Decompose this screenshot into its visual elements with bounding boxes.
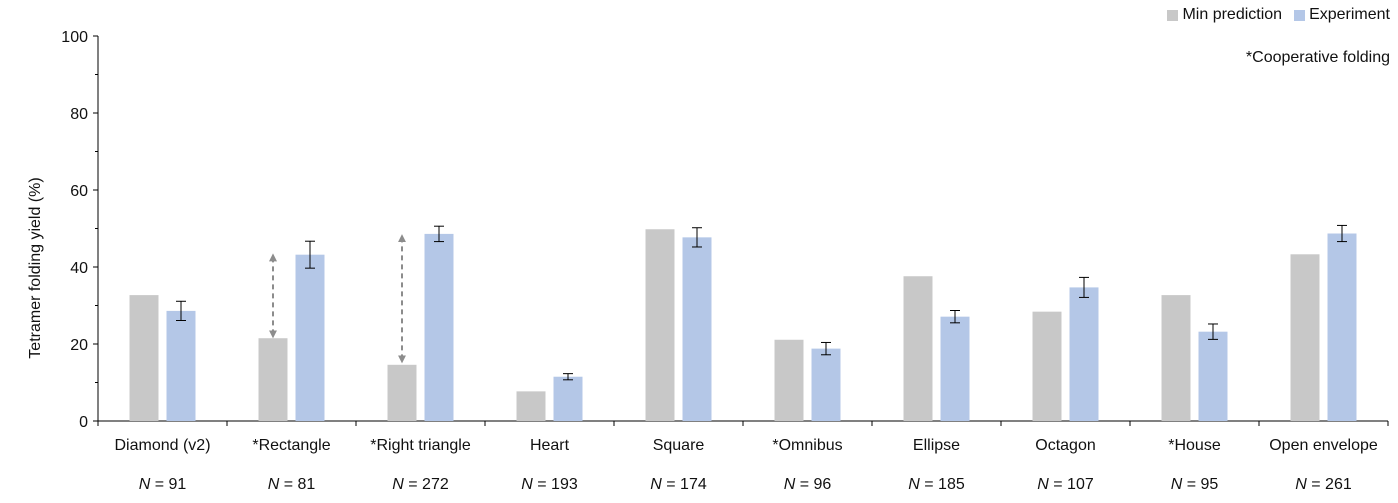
bar-min-prediction bbox=[258, 338, 288, 421]
y-axis: 0 20 40 60 80 100 bbox=[61, 29, 99, 431]
y-tick-label: 80 bbox=[70, 106, 88, 123]
legend-swatch-min-prediction bbox=[1167, 9, 1179, 21]
y-tick-label: 100 bbox=[61, 29, 88, 46]
n-label: N = 261 bbox=[1295, 476, 1352, 493]
bar-min-prediction bbox=[1161, 295, 1191, 421]
category-label: Square bbox=[653, 437, 705, 454]
y-axis-label: Tetramer folding yield (%) bbox=[27, 177, 44, 358]
bar-experiment bbox=[940, 316, 970, 421]
y-tick-label: 40 bbox=[70, 260, 88, 277]
category-label: Ellipse bbox=[913, 437, 960, 454]
bar-experiment bbox=[682, 237, 712, 421]
n-label: N = 107 bbox=[1037, 476, 1094, 493]
legend-label-experiment: Experiment bbox=[1309, 6, 1390, 23]
bars bbox=[129, 229, 1357, 421]
category-label: Open envelope bbox=[1269, 437, 1378, 454]
category-label: Heart bbox=[530, 437, 570, 454]
bar-experiment bbox=[1327, 233, 1357, 421]
n-label: N = 91 bbox=[139, 476, 187, 493]
cooperative-folding-note: *Cooperative folding bbox=[1245, 49, 1390, 66]
difference-arrows bbox=[269, 234, 406, 364]
bar-experiment bbox=[553, 376, 583, 421]
legend-item-experiment: Experiment bbox=[1294, 6, 1390, 24]
bar-experiment bbox=[295, 254, 325, 421]
legend: Min prediction Experiment bbox=[1167, 6, 1390, 24]
y-tick-label: 20 bbox=[70, 337, 88, 354]
bar-min-prediction bbox=[774, 339, 804, 421]
category-label: Octagon bbox=[1035, 437, 1095, 454]
category-labels: Diamond (v2) N = 91 *Rectangle N = 81 *Right… bbox=[114, 437, 1377, 493]
category-label: *Omnibus bbox=[772, 437, 842, 454]
legend-item-min-prediction: Min prediction bbox=[1167, 6, 1282, 24]
category-label: *House bbox=[1168, 437, 1221, 454]
n-label: N = 95 bbox=[1171, 476, 1219, 493]
bar-experiment bbox=[1198, 331, 1228, 421]
bar-min-prediction bbox=[903, 276, 933, 421]
category-label: Diamond (v2) bbox=[114, 437, 210, 454]
bar-experiment bbox=[1069, 287, 1099, 421]
n-label: N = 272 bbox=[392, 476, 449, 493]
error-bars bbox=[176, 224, 1347, 381]
n-label: N = 96 bbox=[784, 476, 832, 493]
bar-experiment bbox=[811, 348, 841, 421]
bar-min-prediction bbox=[387, 364, 417, 421]
bar-min-prediction bbox=[129, 295, 159, 421]
bar-min-prediction bbox=[1290, 254, 1320, 421]
x-axis bbox=[97, 420, 1389, 426]
n-label: N = 193 bbox=[521, 476, 578, 493]
bar-experiment bbox=[166, 310, 196, 421]
n-label: N = 174 bbox=[650, 476, 707, 493]
legend-swatch-experiment bbox=[1294, 9, 1306, 21]
bar-experiment bbox=[424, 233, 454, 421]
n-label: N = 185 bbox=[908, 476, 965, 493]
bar-min-prediction bbox=[516, 391, 546, 421]
n-label: N = 81 bbox=[268, 476, 316, 493]
legend-label-min-prediction: Min prediction bbox=[1182, 6, 1283, 23]
bar-min-prediction bbox=[1032, 311, 1062, 421]
y-tick-label: 60 bbox=[70, 183, 88, 200]
category-label: *Rectangle bbox=[252, 437, 330, 454]
category-label: *Right triangle bbox=[370, 437, 471, 454]
bar-min-prediction bbox=[645, 229, 675, 421]
y-tick-label: 0 bbox=[79, 414, 88, 431]
